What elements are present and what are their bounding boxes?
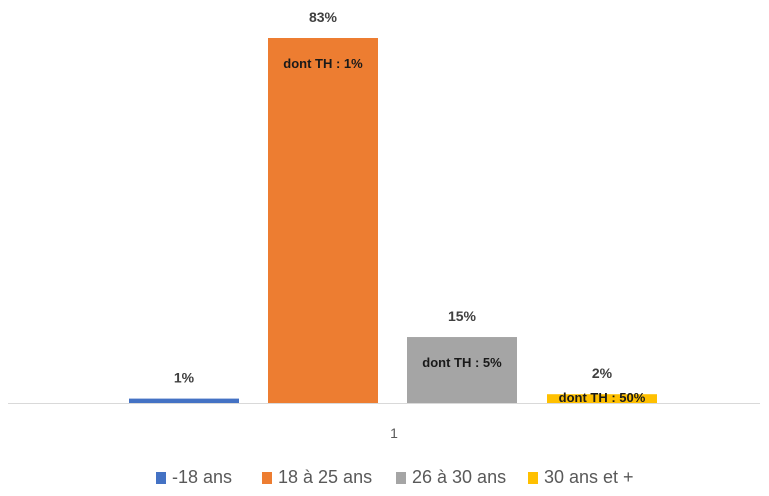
value-label-2: 15%: [448, 308, 477, 324]
legend-label-1: 18 à 25 ans: [278, 467, 372, 487]
value-label-1: 83%: [309, 9, 338, 25]
bar-0: [129, 398, 239, 403]
legend-label-3: 30 ans et +: [544, 467, 634, 487]
value-label-0: 1%: [174, 370, 195, 386]
legend-item-0: -18 ans: [156, 467, 232, 487]
x-tick-label: 1: [390, 425, 398, 441]
legend-label-2: 26 à 30 ans: [412, 467, 506, 487]
bar-1: [268, 38, 378, 403]
legend: -18 ans 18 à 25 ans 26 à 30 ans 30 ans et +: [156, 467, 634, 487]
note-label-1: dont TH : 1%: [283, 56, 363, 71]
legend-swatch-0: [156, 472, 166, 484]
bar-2: [407, 337, 517, 403]
legend-label-0: -18 ans: [172, 467, 232, 487]
legend-item-2: 26 à 30 ans: [396, 467, 506, 487]
legend-swatch-2: [396, 472, 406, 484]
note-label-3: dont TH : 50%: [559, 390, 646, 405]
value-label-3: 2%: [592, 365, 613, 381]
legend-swatch-1: [262, 472, 272, 484]
legend-swatch-3: [528, 472, 538, 484]
legend-item-1: 18 à 25 ans: [262, 467, 372, 487]
bar-3: [547, 394, 657, 403]
note-label-2: dont TH : 5%: [422, 355, 502, 370]
plot-area: 1% 83% dont TH : 1% 15% dont TH : 5% 2% dont T…: [129, 9, 657, 405]
legend-item-3: 30 ans et +: [528, 467, 634, 487]
